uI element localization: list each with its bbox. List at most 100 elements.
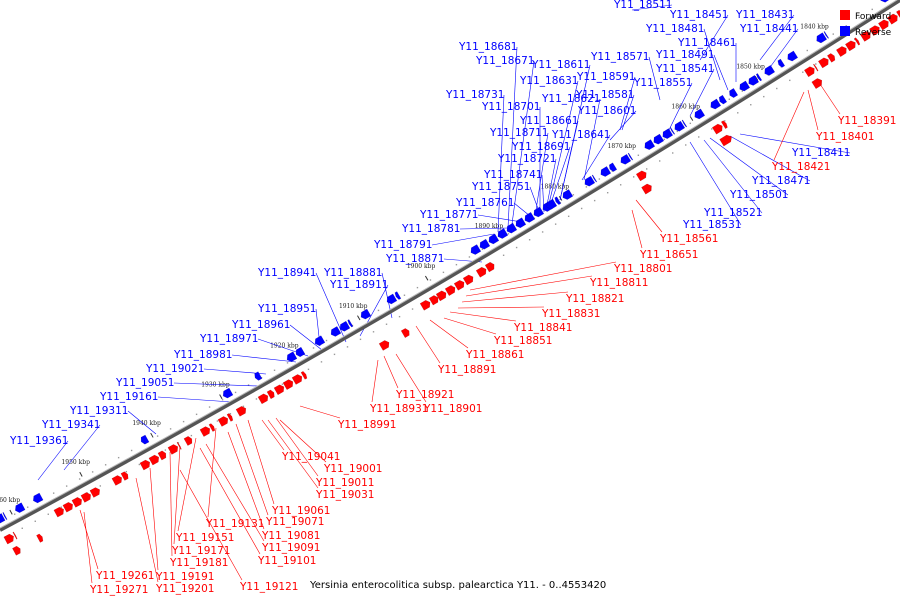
forward-gene-arrow (484, 261, 495, 273)
forward-gene-label: Y11_19121 (239, 581, 298, 593)
reverse-leader-line (583, 98, 601, 181)
forward-gene-label: Y11_18391 (837, 115, 896, 127)
minor-tick (117, 456, 120, 459)
forward-gene-arrow (419, 299, 431, 311)
forward-gene-arrow (3, 533, 14, 545)
forward-gene-arrow (711, 123, 723, 135)
reverse-gene-arrow (524, 211, 536, 223)
kbp-tick-layer: 1840 kbp 1850 kbp 1860 kbp 1870 kbp 1880 kbp… (0, 0, 895, 536)
minor-tick (672, 152, 674, 154)
reverse-gene-label: Y11_18511 (613, 0, 672, 11)
forward-gene-label: Y11_19131 (205, 518, 264, 530)
reverse-gene-arrow (755, 73, 763, 82)
forward-leader-line (279, 419, 327, 463)
reverse-gene-label: Y11_18581 (575, 89, 634, 101)
forward-leader-line (457, 306, 545, 309)
legend-reverse-label: Reverse (855, 28, 892, 38)
reverse-gene-label: Y11_18521 (703, 207, 762, 219)
kbp-tick (150, 432, 154, 438)
minor-tick (567, 215, 570, 218)
forward-gene-label: Y11_18931 (369, 403, 428, 415)
forward-gene-arrow (475, 266, 487, 278)
forward-gene-arrow (720, 120, 728, 129)
forward-leader-line (371, 359, 379, 403)
minor-tick (320, 361, 323, 363)
minor-tick (281, 383, 284, 385)
forward-gene-arrow (53, 506, 64, 518)
forward-gene-label: Y11_18841 (513, 322, 572, 334)
minor-tick (507, 233, 510, 235)
forward-gene-arrow (860, 30, 871, 42)
forward-leader-line (199, 447, 261, 555)
minor-tick (221, 399, 224, 401)
forward-leader-line (461, 291, 569, 303)
reverse-gene-arrow (533, 206, 545, 218)
minor-tick (711, 128, 713, 130)
reverse-gene-label: Y11_19361 (9, 435, 68, 447)
forward-gene-arrow (176, 441, 182, 450)
reverse-gene-arrow (674, 120, 686, 132)
kbp-tick (424, 275, 429, 281)
forward-gene-label: Y11_18901 (423, 403, 482, 415)
forward-gene-arrow (12, 545, 21, 556)
minor-tick (411, 308, 414, 310)
minor-tick (585, 186, 588, 188)
forward-gene-label: Y11_19171 (171, 545, 230, 557)
forward-gene-arrow (139, 459, 151, 471)
forward-gene-label: Y11_18811 (589, 277, 648, 289)
reverse-gene-arrow (609, 162, 618, 172)
forward-leader-line (173, 445, 181, 545)
kbp-tick-label: 1870 kbp (608, 143, 637, 150)
forward-gene-arrow (71, 497, 82, 508)
legend-reverse-swatch (840, 26, 850, 36)
reverse-gene-arrow (600, 166, 612, 177)
minor-tick (806, 49, 808, 52)
reverse-leader-line (759, 14, 795, 61)
reverse-gene-arrow (140, 434, 150, 445)
reverse-leader-line (37, 440, 69, 481)
reverse-gene-arrow (627, 152, 634, 161)
kbp-tick-label: 1850 kbp (736, 63, 765, 70)
minor-tick (312, 347, 315, 349)
reverse-gene-arrow (15, 502, 26, 513)
minor-tick (572, 194, 575, 196)
reverse-gene-label: Y11_18981 (173, 349, 232, 361)
minor-tick (13, 513, 16, 515)
reverse-gene-label: Y11_18491 (655, 49, 714, 61)
forward-gene-label: Y11_18651 (639, 249, 698, 261)
reverse-gene-arrow (739, 80, 751, 92)
forward-gene-label: Y11_19031 (315, 489, 374, 501)
reverse-leader-line (703, 28, 721, 81)
minor-tick (689, 122, 692, 125)
reverse-leader-line (713, 54, 729, 91)
forward-leader-line (79, 509, 99, 570)
forward-gene-arrow (217, 416, 229, 427)
forward-gene-label: Y11_18401 (815, 131, 874, 143)
reverse-gene-arrow (748, 74, 760, 86)
minor-tick (728, 98, 731, 100)
reverse-gene-arrow (662, 128, 674, 139)
minor-tick (208, 406, 211, 408)
minor-tick (156, 435, 159, 437)
reverse-gene-label: Y11_18591 (576, 71, 635, 83)
forward-gene-arrow (835, 46, 847, 57)
forward-gene-label: Y11_18991 (337, 419, 396, 431)
forward-gene-label: Y11_18831 (541, 308, 600, 320)
kbp-tick-label: 1840 kbp (800, 23, 829, 30)
reverse-gene-arrow (764, 64, 776, 76)
forward-leader-line (449, 311, 517, 322)
caption: Yersinia enterocolitica subsp. palearcti… (309, 580, 606, 591)
minor-tick (580, 207, 583, 210)
forward-gene-arrow (844, 40, 856, 52)
reverse-leader-line (459, 227, 509, 230)
forward-gene-arrow (635, 170, 647, 182)
reverse-gene-label: Y11_18671 (475, 55, 534, 67)
reverse-gene-arrow (360, 308, 372, 320)
reverse-gene-label: Y11_18411 (791, 147, 850, 159)
reverse-gene-arrow (386, 293, 398, 305)
reverse-gene-label: Y11_18441 (739, 23, 798, 35)
reverse-gene-arrow (222, 387, 234, 399)
forward-gene-label: Y11_18851 (493, 335, 552, 347)
forward-leader-line (443, 317, 497, 335)
reverse-leader-line (767, 28, 799, 71)
